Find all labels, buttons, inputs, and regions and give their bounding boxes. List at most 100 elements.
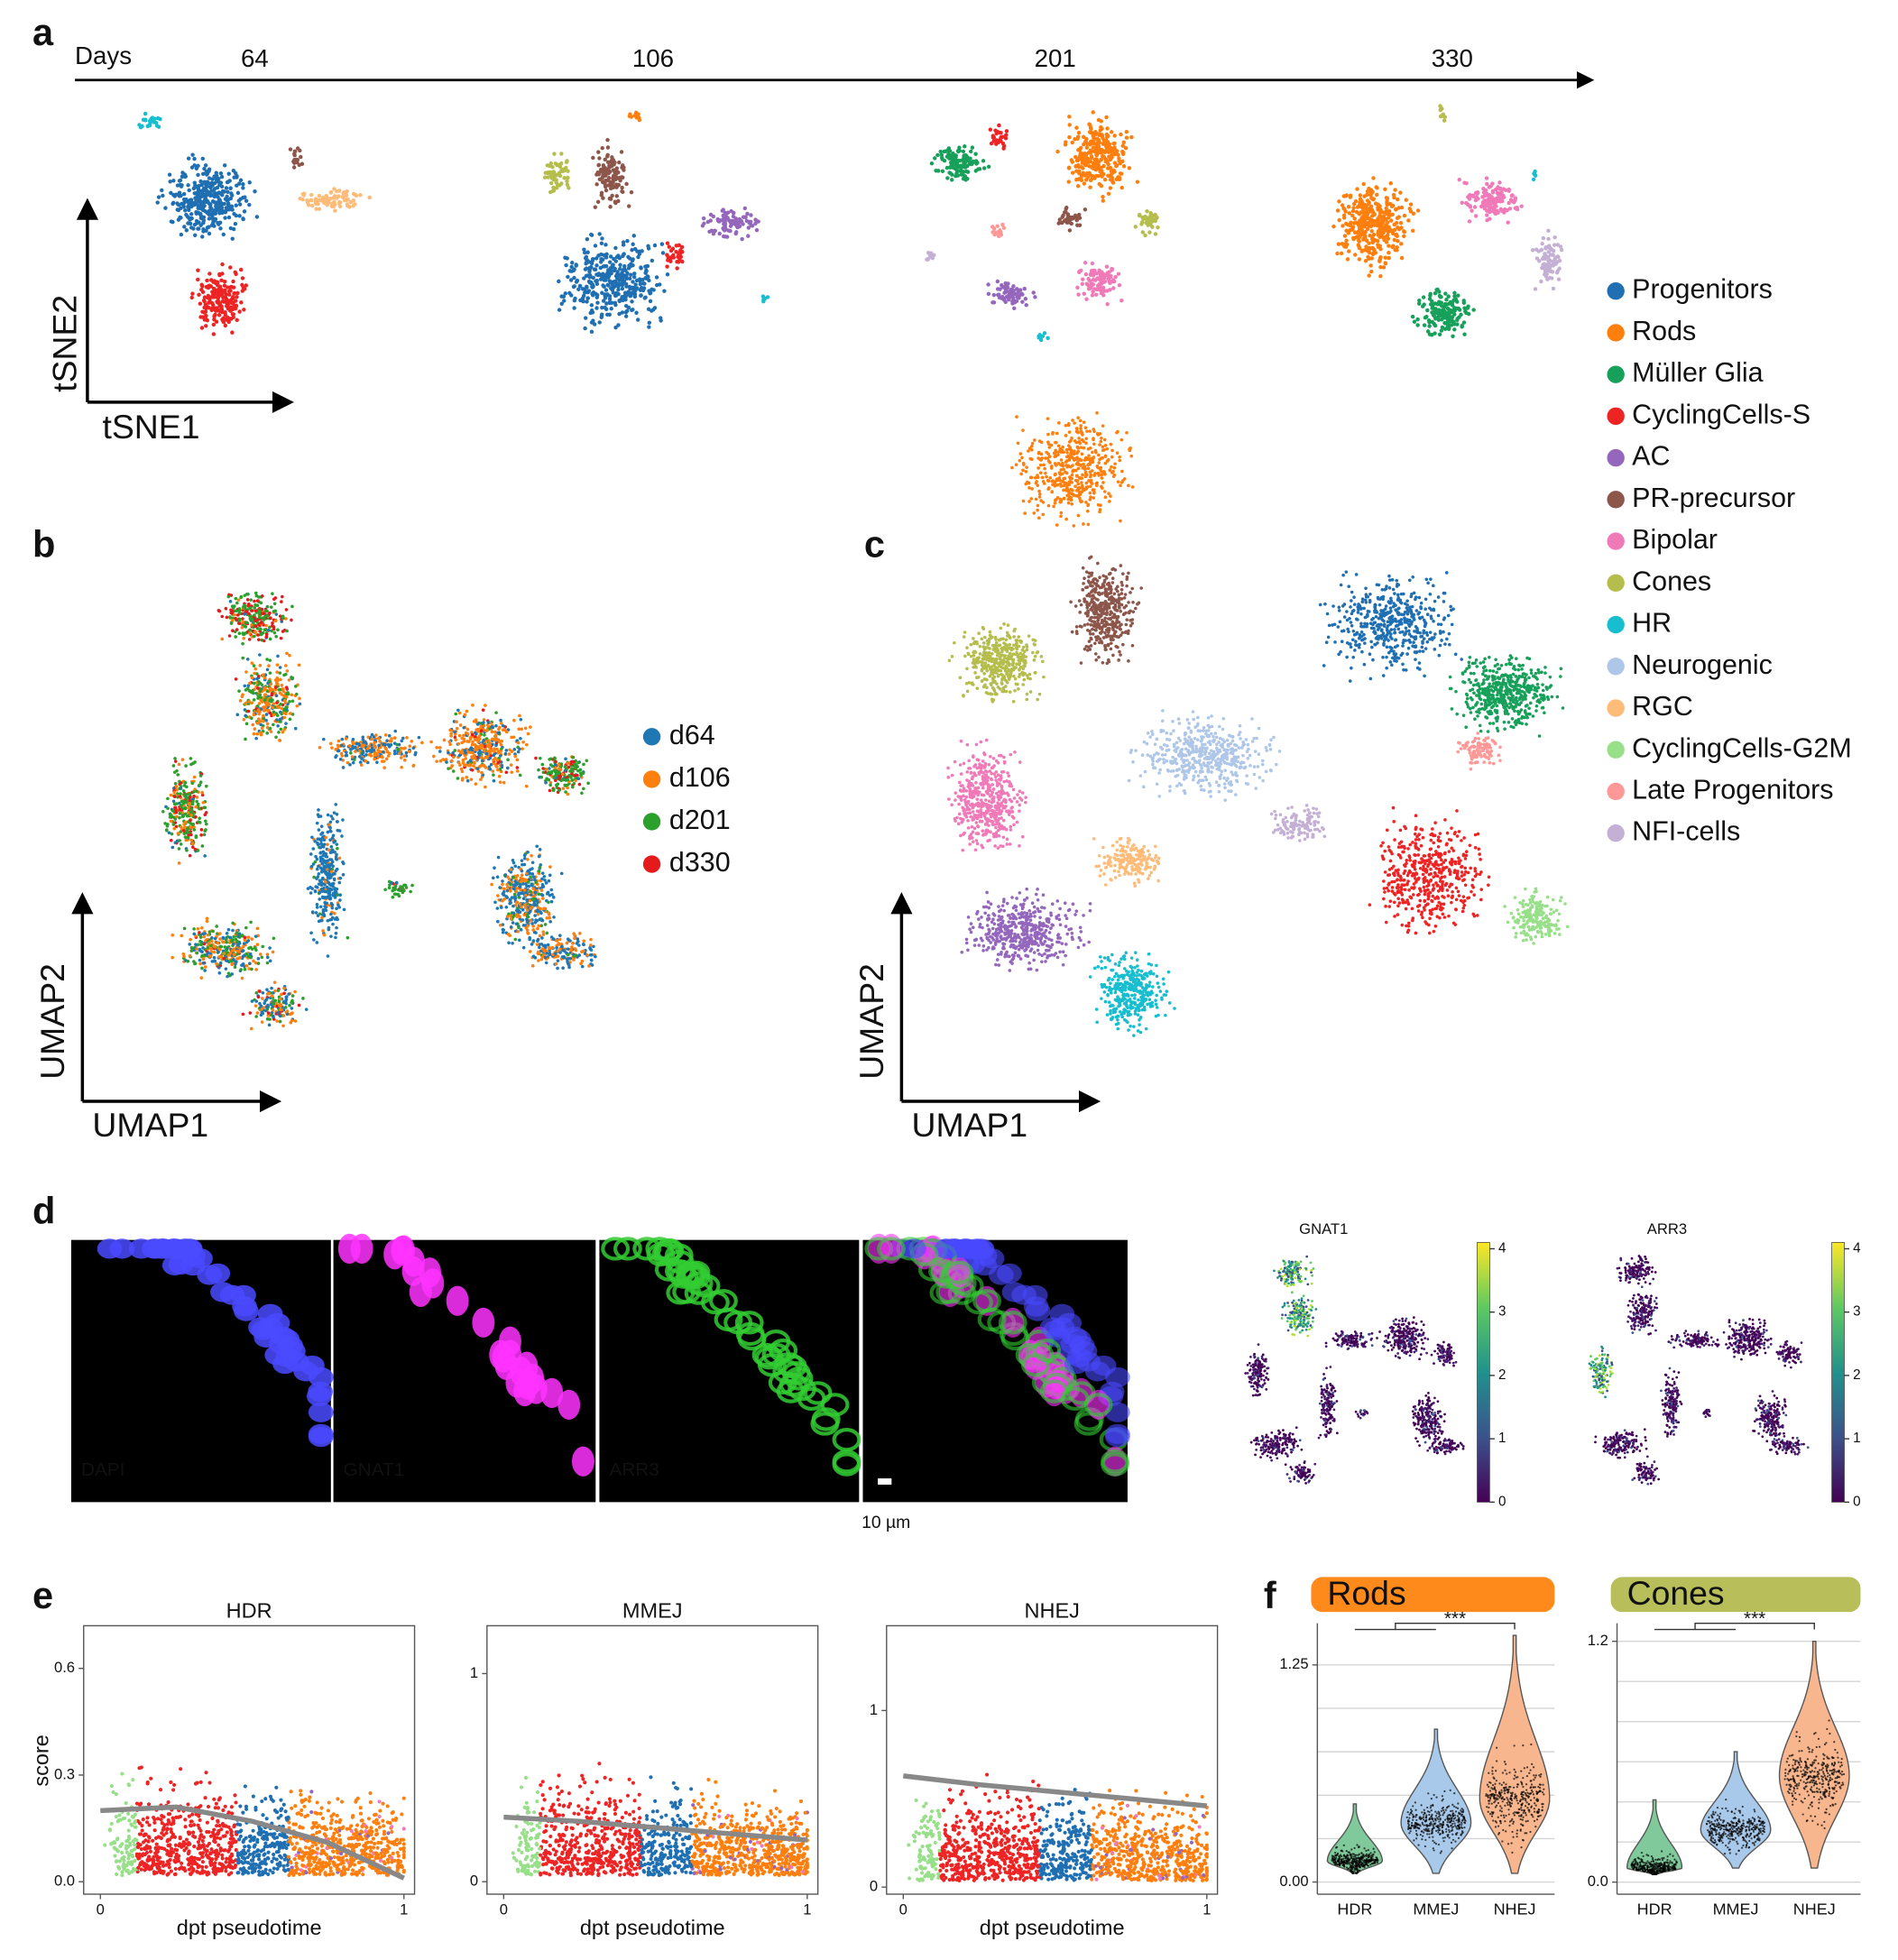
cell-dot	[182, 198, 186, 201]
cell-dot	[1083, 261, 1087, 264]
cell-dot	[178, 847, 181, 851]
cell-dot	[289, 718, 292, 722]
cell-dot	[284, 722, 288, 725]
cell-dot	[253, 635, 256, 639]
cell-dot	[1383, 227, 1387, 231]
cell-dot	[1085, 145, 1089, 149]
cell-dot	[321, 929, 325, 933]
cell-dot	[1421, 304, 1424, 308]
cell-dot	[218, 221, 222, 225]
panel-letter: e	[32, 1574, 53, 1616]
cell-dot	[254, 609, 258, 612]
cell-dot	[266, 722, 270, 726]
cell-dot	[633, 292, 637, 296]
cell-dot	[1389, 181, 1393, 185]
cell-dot	[1437, 302, 1441, 306]
cell-dot	[189, 854, 192, 858]
cell-dot	[199, 833, 203, 837]
cell-dot	[248, 631, 252, 635]
cell-dot	[203, 854, 207, 858]
cell-dot	[238, 607, 242, 611]
cell-dot	[1458, 178, 1461, 181]
cell-dot	[981, 159, 985, 162]
cell-dot	[959, 169, 963, 172]
cell-dot	[613, 246, 617, 250]
cell-dot	[590, 303, 594, 307]
cell-dot	[179, 183, 182, 187]
cell-dot	[340, 834, 344, 838]
cell-dot	[1083, 161, 1087, 165]
cell-dot	[234, 222, 237, 225]
cell-dot	[259, 628, 263, 631]
cell-dot	[1108, 174, 1111, 178]
cell-dot	[1041, 334, 1045, 337]
cell-dot	[450, 764, 454, 768]
cell-dot	[518, 714, 521, 718]
cell-dot	[235, 950, 239, 953]
cell-dot	[318, 872, 321, 876]
cell-dot	[332, 891, 336, 895]
cell-dot	[611, 262, 614, 266]
cell-dot	[1076, 184, 1080, 188]
legend-label: PR-precursor	[1632, 483, 1795, 513]
cell-dot	[488, 746, 492, 750]
cell-dot	[335, 891, 338, 895]
cell-dot	[242, 637, 245, 640]
cell-dot	[197, 820, 200, 824]
cell-dot	[609, 187, 613, 190]
cell-dot	[316, 906, 319, 909]
cell-dot	[336, 918, 339, 922]
cell-dot	[1076, 292, 1080, 296]
cell-dot	[170, 846, 174, 850]
cell-dot	[223, 163, 226, 167]
cell-dot	[564, 765, 567, 768]
cell-dot	[560, 302, 564, 306]
cell-dot	[565, 179, 568, 183]
cell-dot	[585, 299, 588, 303]
cell-dot	[368, 196, 372, 199]
cell-dot	[1092, 162, 1095, 166]
cell-dot	[246, 658, 250, 661]
cell-dot	[333, 208, 336, 212]
cell-dot	[225, 299, 228, 302]
cell-dot	[274, 635, 278, 639]
cell-dot	[326, 864, 329, 868]
cell-dot	[257, 717, 261, 721]
cell-dot	[261, 726, 264, 730]
cell-dot	[266, 952, 270, 956]
cell-dot	[330, 862, 334, 866]
cell-dot	[316, 858, 319, 861]
cell-dot	[1353, 231, 1357, 235]
cell-dot	[941, 170, 944, 173]
cell-dot	[256, 633, 260, 637]
cell-dot	[192, 927, 196, 931]
cell-dot	[211, 199, 215, 203]
cell-dot	[327, 814, 330, 817]
cell-dot	[1544, 253, 1548, 257]
cell-dot	[1380, 216, 1384, 219]
cell-dot	[189, 822, 193, 825]
cell-dot	[225, 949, 228, 952]
cell-dot	[1085, 171, 1089, 175]
cell-dot	[1415, 317, 1419, 321]
cell-dot	[230, 330, 234, 334]
cell-dot	[205, 211, 208, 215]
cell-dot	[551, 186, 555, 189]
cell-dot	[184, 806, 188, 810]
cell-dot	[552, 787, 556, 791]
cell-dot	[180, 934, 183, 938]
cell-dot	[1546, 237, 1550, 241]
cell-dot	[496, 732, 500, 735]
cell-dot	[290, 676, 293, 679]
cell-dot	[265, 633, 269, 637]
cell-dot	[659, 316, 662, 319]
cell-dot	[493, 731, 497, 734]
cell-dot	[627, 204, 631, 207]
cell-dot	[231, 236, 235, 240]
cell-dot	[1497, 180, 1501, 184]
cell-dot	[237, 621, 241, 625]
cell-dot	[484, 766, 488, 769]
cell-dot	[256, 927, 260, 931]
cell-dot	[1063, 219, 1066, 223]
cell-dot	[565, 159, 568, 162]
